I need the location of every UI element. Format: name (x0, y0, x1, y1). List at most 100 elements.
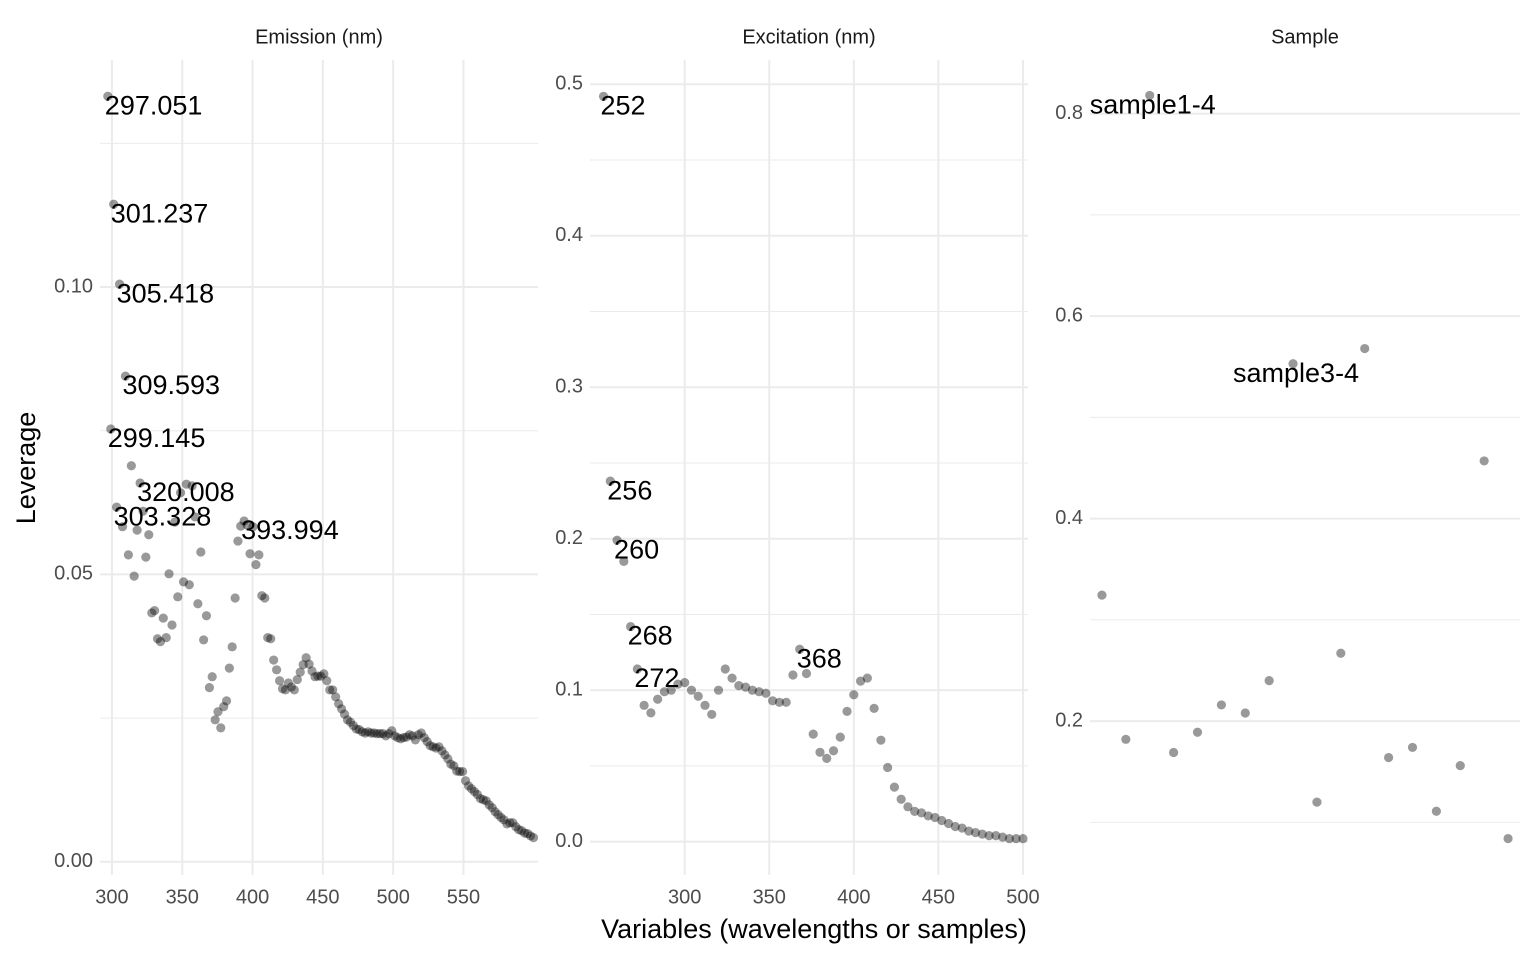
data-point (493, 810, 503, 820)
data-point (190, 512, 200, 522)
data-point (123, 550, 134, 560)
data-point (325, 685, 335, 695)
y-axis-title: Leverage (11, 412, 41, 525)
strip-title: Excitation (nm) (742, 26, 875, 48)
point-label: 256 (607, 475, 652, 505)
data-point (398, 733, 409, 743)
data-point (437, 746, 447, 756)
x-tick-label: 450 (306, 886, 339, 908)
strip-title: Sample (1271, 26, 1339, 48)
data-point (360, 728, 370, 738)
data-point (401, 732, 412, 742)
data-point (511, 822, 521, 832)
data-point (855, 676, 866, 686)
data-point (1264, 676, 1274, 686)
data-point (522, 829, 533, 839)
point-label: 320.008 (137, 477, 235, 507)
data-point (747, 685, 757, 695)
data-point (466, 784, 477, 794)
strip-title: Emission (nm) (255, 26, 383, 48)
x-tick-label: 350 (166, 886, 199, 908)
data-point (1503, 833, 1513, 844)
data-point (328, 685, 338, 695)
data-point (693, 691, 703, 701)
data-point (842, 706, 852, 716)
data-point (310, 672, 320, 682)
data-point (828, 746, 839, 756)
data-point (112, 502, 122, 512)
data-point (1479, 456, 1489, 466)
data-point (419, 733, 429, 743)
data-point (930, 812, 940, 823)
y-tick-label: 0.2 (555, 527, 583, 549)
x-tick-label: 450 (922, 886, 955, 908)
data-point (342, 715, 353, 725)
data-point (381, 731, 391, 741)
y-tick-label: 0.0 (555, 830, 583, 852)
data-point (216, 723, 226, 733)
data-point (339, 709, 350, 719)
data-point (619, 556, 629, 567)
data-point (239, 516, 249, 526)
data-point (274, 676, 285, 686)
y-tick-label: 0.8 (1055, 102, 1083, 124)
data-point (612, 535, 622, 545)
data-point (193, 599, 203, 609)
data-point (316, 671, 326, 681)
x-tick-label: 500 (1006, 886, 1039, 908)
data-point (943, 818, 954, 829)
y-tick-label: 0.6 (1055, 304, 1083, 326)
data-point (700, 700, 710, 710)
data-point (251, 560, 261, 570)
data-point (351, 724, 361, 734)
data-point (964, 826, 974, 836)
x-tick-label: 300 (668, 886, 701, 908)
data-point (883, 762, 893, 773)
data-point (487, 803, 497, 813)
x-tick-label: 400 (837, 886, 870, 908)
data-point (416, 728, 426, 738)
data-point (452, 766, 462, 776)
data-point (727, 673, 737, 683)
y-tick-label: 0.4 (1055, 507, 1083, 529)
data-point (1384, 752, 1394, 763)
data-point (164, 569, 174, 579)
data-point (822, 753, 832, 763)
y-tick-label: 0.3 (555, 375, 583, 397)
data-point (525, 831, 536, 841)
data-point (446, 759, 456, 769)
data-point (289, 685, 299, 695)
data-point (1145, 90, 1155, 101)
data-point (170, 517, 180, 527)
data-point (286, 682, 296, 692)
data-point (138, 506, 148, 516)
data-point (404, 730, 415, 740)
data-point (434, 742, 444, 752)
data-point (181, 479, 191, 489)
data-point (502, 819, 512, 829)
data-point (499, 815, 509, 825)
data-point (184, 580, 194, 590)
data-point (835, 732, 845, 742)
data-point (889, 782, 900, 792)
data-point (369, 728, 379, 738)
data-point (484, 800, 494, 810)
data-point (1360, 343, 1370, 354)
data-point (196, 547, 206, 557)
data-point (413, 730, 423, 740)
data-point (319, 669, 329, 679)
data-point (109, 199, 119, 209)
data-point (129, 571, 139, 581)
data-point (245, 549, 255, 559)
data-point (463, 781, 474, 791)
data-point (354, 724, 364, 735)
data-point (625, 621, 636, 632)
data-point (147, 608, 157, 618)
data-point (916, 808, 927, 818)
data-point (173, 592, 183, 602)
data-point (155, 637, 166, 647)
data-point (242, 520, 252, 530)
data-point (224, 663, 234, 673)
data-point (366, 728, 376, 738)
